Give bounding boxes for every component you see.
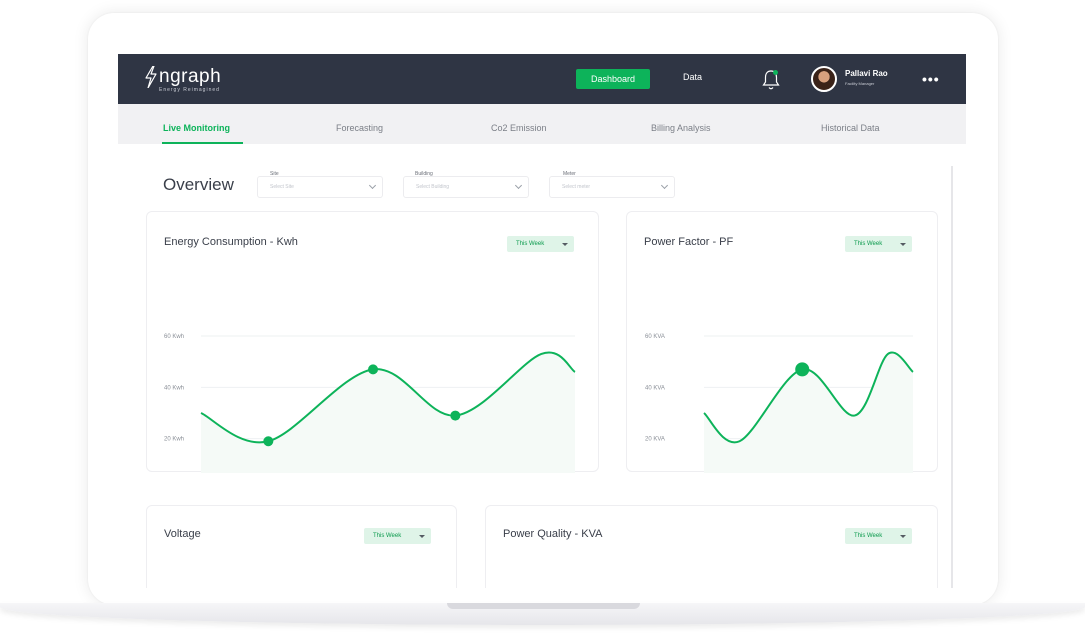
energy-period-label: This Week: [516, 241, 545, 247]
chevron-down-icon: [368, 181, 377, 190]
voltage-period-dropdown[interactable]: This Week: [364, 528, 431, 544]
voltage-card-title: Voltage: [164, 528, 201, 540]
y-tick-label: 40 Kwh: [164, 385, 184, 391]
data-point[interactable]: [795, 362, 810, 377]
building-select[interactable]: Select Building: [403, 176, 529, 198]
tab-historical-data[interactable]: Historical Data: [821, 123, 880, 133]
page-title: Overview: [163, 175, 234, 194]
more-menu-icon[interactable]: •••: [922, 71, 940, 87]
y-tick-label: 60 Kwh: [164, 334, 184, 340]
tab-bar: Live Monitoring Forecasting Co2 Emission…: [118, 104, 966, 144]
site-select[interactable]: Select Site: [257, 176, 383, 198]
series-area: [201, 352, 575, 473]
caret-down-icon: [419, 535, 425, 538]
meter-filter-label: Meter: [563, 171, 576, 177]
meter-select[interactable]: Select meter: [549, 176, 675, 198]
site-filter-label: Site: [270, 171, 279, 177]
bolt-icon: [145, 66, 157, 88]
power-factor-card: Power Factor - PF This Week 0 KVA20 KVA4…: [626, 211, 938, 473]
building-filter-label: Building: [415, 171, 433, 177]
nav-data-link[interactable]: Data: [683, 72, 703, 82]
power-quality-card-title: Power Quality - KVA: [503, 528, 603, 540]
tab-live-monitoring[interactable]: Live Monitoring: [163, 123, 230, 133]
y-tick-label: 60 KVA: [645, 334, 665, 340]
active-tab-indicator: [162, 142, 243, 144]
series-line: [200, 351, 576, 444]
app-screen: ngraph Energy Reimagined Dashboard Data …: [118, 54, 966, 588]
caret-down-icon: [900, 243, 906, 246]
data-point[interactable]: [450, 410, 461, 421]
tab-co2-emission[interactable]: Co2 Emission: [491, 123, 547, 133]
site-select-placeholder: Select Site: [270, 184, 294, 190]
chevron-down-icon: [514, 181, 523, 190]
voltage-card: Voltage This Week 240 V: [146, 505, 457, 588]
logo-text: ngraph: [159, 66, 222, 87]
meter-select-placeholder: Select meter: [562, 184, 591, 190]
series-line: [703, 351, 914, 444]
avatar[interactable]: [811, 66, 837, 92]
caret-down-icon: [900, 535, 906, 538]
voltage-chart: 240 V: [147, 506, 458, 588]
power-quality-chart: 60 KVA: [486, 506, 939, 588]
y-tick-label: 40 KVA: [645, 385, 665, 391]
scrollbar[interactable]: [951, 166, 953, 588]
tab-forecasting[interactable]: Forecasting: [336, 123, 384, 133]
user-name: Pallavi Rao: [845, 69, 888, 78]
data-point[interactable]: [368, 364, 379, 375]
laptop-notch: [447, 603, 640, 609]
y-tick-label: 20 KVA: [645, 437, 665, 443]
tab-billing-analysis[interactable]: Billing Analysis: [651, 123, 711, 133]
laptop-base: [0, 603, 1085, 625]
energy-consumption-card: Energy Consumption - Kwh This Week 0 Kwh…: [146, 211, 599, 473]
nav-dashboard-button[interactable]: Dashboard: [576, 69, 650, 89]
energy-period-dropdown[interactable]: This Week: [507, 236, 574, 252]
energy-card-title: Energy Consumption - Kwh: [164, 236, 298, 248]
user-role: Facility Manager: [845, 81, 875, 86]
chevron-down-icon: [660, 181, 669, 190]
caret-down-icon: [562, 243, 568, 246]
voltage-period-label: This Week: [373, 533, 402, 539]
y-tick-label: 20 Kwh: [164, 437, 184, 443]
top-header: ngraph Energy Reimagined Dashboard Data …: [118, 54, 966, 104]
logo-tagline: Energy Reimagined: [159, 87, 220, 93]
power-factor-card-title: Power Factor - PF: [644, 236, 734, 248]
power-factor-period-dropdown[interactable]: This Week: [845, 236, 912, 252]
building-select-placeholder: Select Building: [416, 184, 450, 190]
notification-dot: [773, 70, 778, 75]
power-factor-period-label: This Week: [854, 241, 883, 247]
series-area: [704, 352, 913, 473]
power-quality-period-dropdown[interactable]: This Week: [845, 528, 912, 544]
data-point[interactable]: [263, 436, 274, 447]
power-quality-period-label: This Week: [854, 533, 883, 539]
power-quality-card: Power Quality - KVA This Week 60 KVA: [485, 505, 938, 588]
